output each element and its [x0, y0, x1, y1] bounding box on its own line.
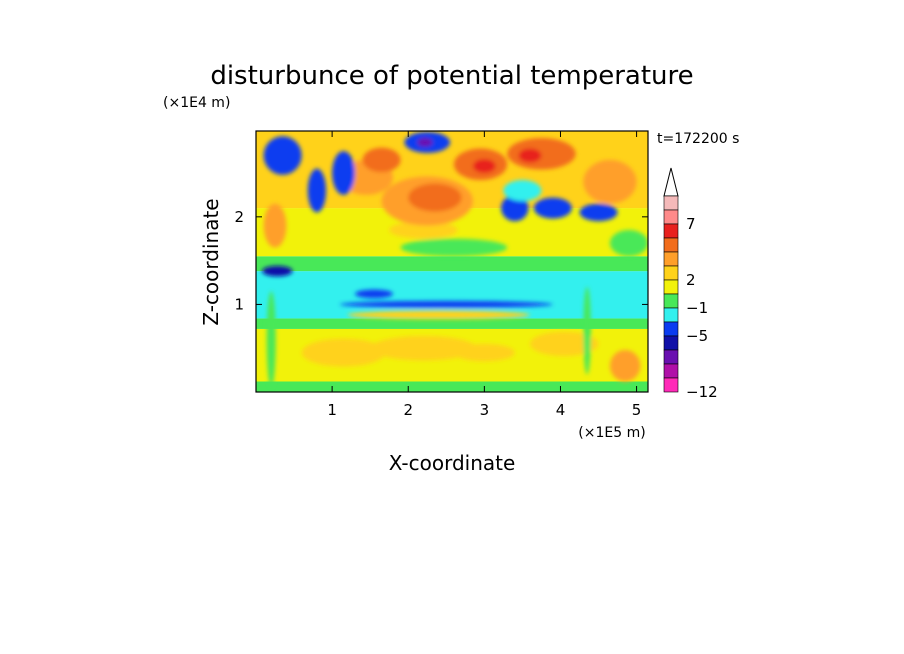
- colorbar-bin: [663, 293, 679, 309]
- y-axis: 12: [234, 208, 648, 313]
- colorbar-label: 7: [686, 215, 696, 233]
- x-tick-label: 5: [632, 401, 642, 419]
- colorbar-bin: [663, 237, 679, 253]
- field-feature: [263, 136, 302, 175]
- field-feature: [362, 147, 401, 173]
- field-band: [256, 271, 648, 319]
- field-feature: [408, 183, 462, 212]
- field-feature: [609, 349, 641, 382]
- plot-frame: [255, 130, 649, 393]
- field-feature: [530, 331, 599, 357]
- colorbar-label: −12: [686, 383, 718, 401]
- field-feature: [389, 221, 458, 239]
- time-label: t=172200 s: [657, 131, 739, 147]
- colorbar-bin: [663, 307, 679, 323]
- field-feature: [501, 194, 529, 222]
- field-feature: [453, 343, 515, 362]
- colorbar-bin: [663, 195, 679, 211]
- field-feature: [507, 138, 576, 170]
- field-feature: [339, 300, 553, 308]
- field-feature: [503, 180, 542, 202]
- field-feature: [263, 203, 287, 248]
- x-tick-label: 1: [327, 401, 337, 419]
- field-band: [256, 256, 648, 272]
- field-feature: [347, 310, 531, 320]
- plot-area: [255, 130, 649, 393]
- colorbar-label: −5: [686, 327, 708, 345]
- colorbar-extension: [663, 167, 679, 197]
- y-tick-label: 1: [234, 295, 244, 313]
- field-feature: [609, 229, 648, 257]
- colorbar-label: −1: [686, 299, 708, 317]
- y-axis-label: Z-coordinate: [199, 198, 223, 325]
- x-tick-label: 2: [403, 401, 413, 419]
- colorbar: 7 2 −1 −5 −12: [663, 167, 718, 401]
- field-feature: [370, 335, 477, 361]
- colorbar-bin: [663, 209, 679, 225]
- chart-title: disturbunce of potential temperature: [210, 61, 693, 91]
- x-unit-label: (×1E5 m): [578, 425, 645, 441]
- field-feature: [417, 138, 433, 147]
- field-feature: [518, 148, 542, 163]
- field-features: [262, 131, 648, 388]
- field-feature: [583, 159, 637, 204]
- field-feature: [332, 151, 355, 195]
- x-axis-label: X-coordinate: [389, 451, 516, 475]
- field-feature: [579, 203, 618, 222]
- field-feature: [354, 289, 394, 299]
- field-layer: [256, 131, 648, 392]
- field-band: [256, 381, 648, 392]
- field-feature: [301, 338, 386, 367]
- colorbar-bin: [663, 321, 679, 337]
- y-unit-label: (×1E4 m): [163, 95, 230, 111]
- field-feature: [307, 168, 327, 213]
- colorbar-bin: [663, 335, 679, 351]
- colorbar-bin: [663, 279, 679, 295]
- field-feature: [533, 197, 572, 219]
- y-tick-label: 2: [234, 208, 244, 226]
- colorbar-bin: [663, 251, 679, 267]
- x-tick-label: 4: [556, 401, 566, 419]
- colorbar-bin: [663, 377, 679, 393]
- field-feature: [583, 286, 591, 375]
- x-tick-label: 3: [480, 401, 490, 419]
- colorbar-bin: [663, 349, 679, 365]
- field-feature: [400, 238, 508, 257]
- colorbar-bin: [663, 223, 679, 239]
- colorbar-bin: [663, 363, 679, 379]
- colorbar-label: 2: [686, 271, 696, 289]
- field-feature: [262, 265, 293, 277]
- field-band: [256, 318, 648, 329]
- field-feature: [472, 159, 496, 174]
- x-axis: 1 2 3 4 5: [327, 131, 641, 419]
- colorbar-bin: [663, 265, 679, 281]
- field-feature: [266, 291, 276, 388]
